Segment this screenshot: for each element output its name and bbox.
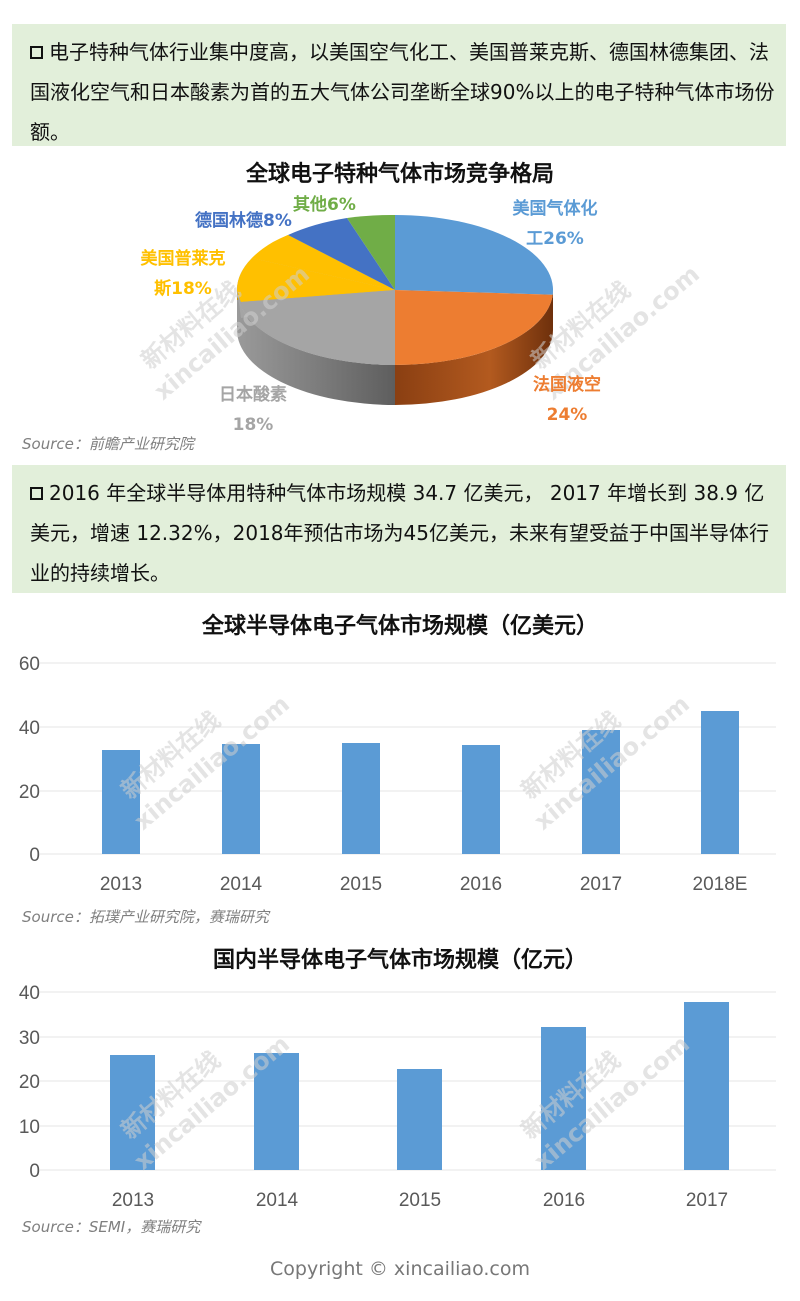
bar-2017 bbox=[582, 730, 620, 854]
svg-text:2014: 2014 bbox=[220, 874, 263, 895]
pie-chart-title: 全球电子特种气体市场竞争格局 bbox=[245, 162, 554, 187]
pie-slice-blue bbox=[395, 214, 554, 295]
pie-slice-green bbox=[347, 214, 395, 290]
bar-chart-1-source: Source：拓璞产业研究院，赛瑞研究 bbox=[22, 908, 269, 926]
pie-source: Source：前瞻产业研究院 bbox=[22, 435, 194, 453]
svg-text:2016: 2016 bbox=[543, 1190, 585, 1211]
svg-text:30: 30 bbox=[19, 1028, 40, 1049]
intro-text-box: 电子特种气体行业集中度高，以美国空气化工、美国普莱克斯、德国林德集团、法国液化空… bbox=[12, 24, 786, 146]
svg-text:20: 20 bbox=[19, 782, 40, 803]
svg-text:2015: 2015 bbox=[399, 1190, 441, 1211]
pie-label-others: 其他6% bbox=[293, 195, 356, 215]
svg-text:2013: 2013 bbox=[100, 874, 142, 895]
svg-text:2015: 2015 bbox=[340, 874, 382, 895]
market-text: 2016 年全球半导体用特种气体市场规模 34.7 亿美元， 2017 年增长到… bbox=[30, 481, 769, 585]
bar-2013 bbox=[102, 750, 140, 854]
bar-2017 bbox=[684, 1002, 729, 1170]
svg-text:0: 0 bbox=[29, 1161, 40, 1182]
bar-2013 bbox=[110, 1055, 155, 1170]
pie-label-linde: 德国林德8% bbox=[195, 211, 292, 231]
pie-slice-orange bbox=[395, 290, 553, 366]
svg-text:2016: 2016 bbox=[460, 874, 502, 895]
svg-text:2017: 2017 bbox=[686, 1190, 728, 1211]
pie-slice-darkblue bbox=[288, 218, 395, 290]
bar-2015 bbox=[342, 743, 380, 854]
svg-text:2013: 2013 bbox=[112, 1190, 154, 1211]
bar-chart-1-title: 全球半导体电子气体市场规模（亿美元） bbox=[201, 614, 598, 639]
svg-text:20: 20 bbox=[19, 1072, 40, 1093]
svg-text:10: 10 bbox=[19, 1117, 40, 1138]
bar-2018E bbox=[701, 711, 739, 854]
pie-label-airliquide: 法国液空 24% bbox=[533, 375, 601, 425]
bar-2016 bbox=[462, 745, 500, 854]
pie-side-gray bbox=[237, 290, 395, 405]
copyright-footer: Copyright © xincailiao.com bbox=[270, 1258, 530, 1280]
svg-text:2014: 2014 bbox=[256, 1190, 299, 1211]
intro-text: 电子特种气体行业集中度高，以美国空气化工、美国普莱克斯、德国林德集团、法国液化空… bbox=[30, 40, 775, 144]
svg-text:0: 0 bbox=[29, 845, 40, 866]
svg-text:40: 40 bbox=[19, 718, 40, 739]
pie-label-airproducts: 美国气体化 工26% bbox=[512, 199, 598, 249]
pie-label-praxair: 美国普莱克 斯18% bbox=[140, 249, 226, 299]
bar-2016 bbox=[541, 1027, 586, 1170]
pie-side-orange bbox=[395, 290, 553, 405]
pie-label-taiyonippon: 日本酸素 18% bbox=[219, 385, 287, 435]
square-bullet-icon bbox=[30, 46, 43, 59]
bar-chart-2-title: 国内半导体电子气体市场规模（亿元） bbox=[212, 948, 587, 973]
bar-chart-2-source: Source：SEMI，赛瑞研究 bbox=[22, 1218, 201, 1236]
bar-chart-1: 60 40 20 0 2013 2014 2015 2016 2017 2018… bbox=[19, 654, 776, 895]
svg-text:2018E: 2018E bbox=[693, 874, 748, 895]
bar-2015 bbox=[397, 1069, 442, 1170]
svg-text:40: 40 bbox=[19, 983, 40, 1004]
bar-2014 bbox=[222, 744, 260, 854]
svg-text:2017: 2017 bbox=[580, 874, 622, 895]
square-bullet-icon bbox=[30, 487, 43, 500]
bar-chart-2: 40 30 20 10 0 2013 2014 2015 2016 2017 新… bbox=[19, 983, 776, 1211]
market-text-box: 2016 年全球半导体用特种气体市场规模 34.7 亿美元， 2017 年增长到… bbox=[12, 465, 786, 593]
bar-2014 bbox=[254, 1053, 299, 1170]
svg-text:60: 60 bbox=[19, 654, 40, 675]
